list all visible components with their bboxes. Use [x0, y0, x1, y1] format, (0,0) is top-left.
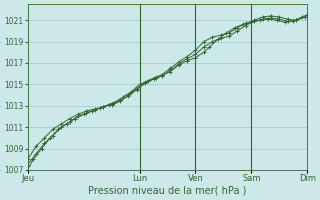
X-axis label: Pression niveau de la mer( hPa ): Pression niveau de la mer( hPa ): [88, 186, 247, 196]
